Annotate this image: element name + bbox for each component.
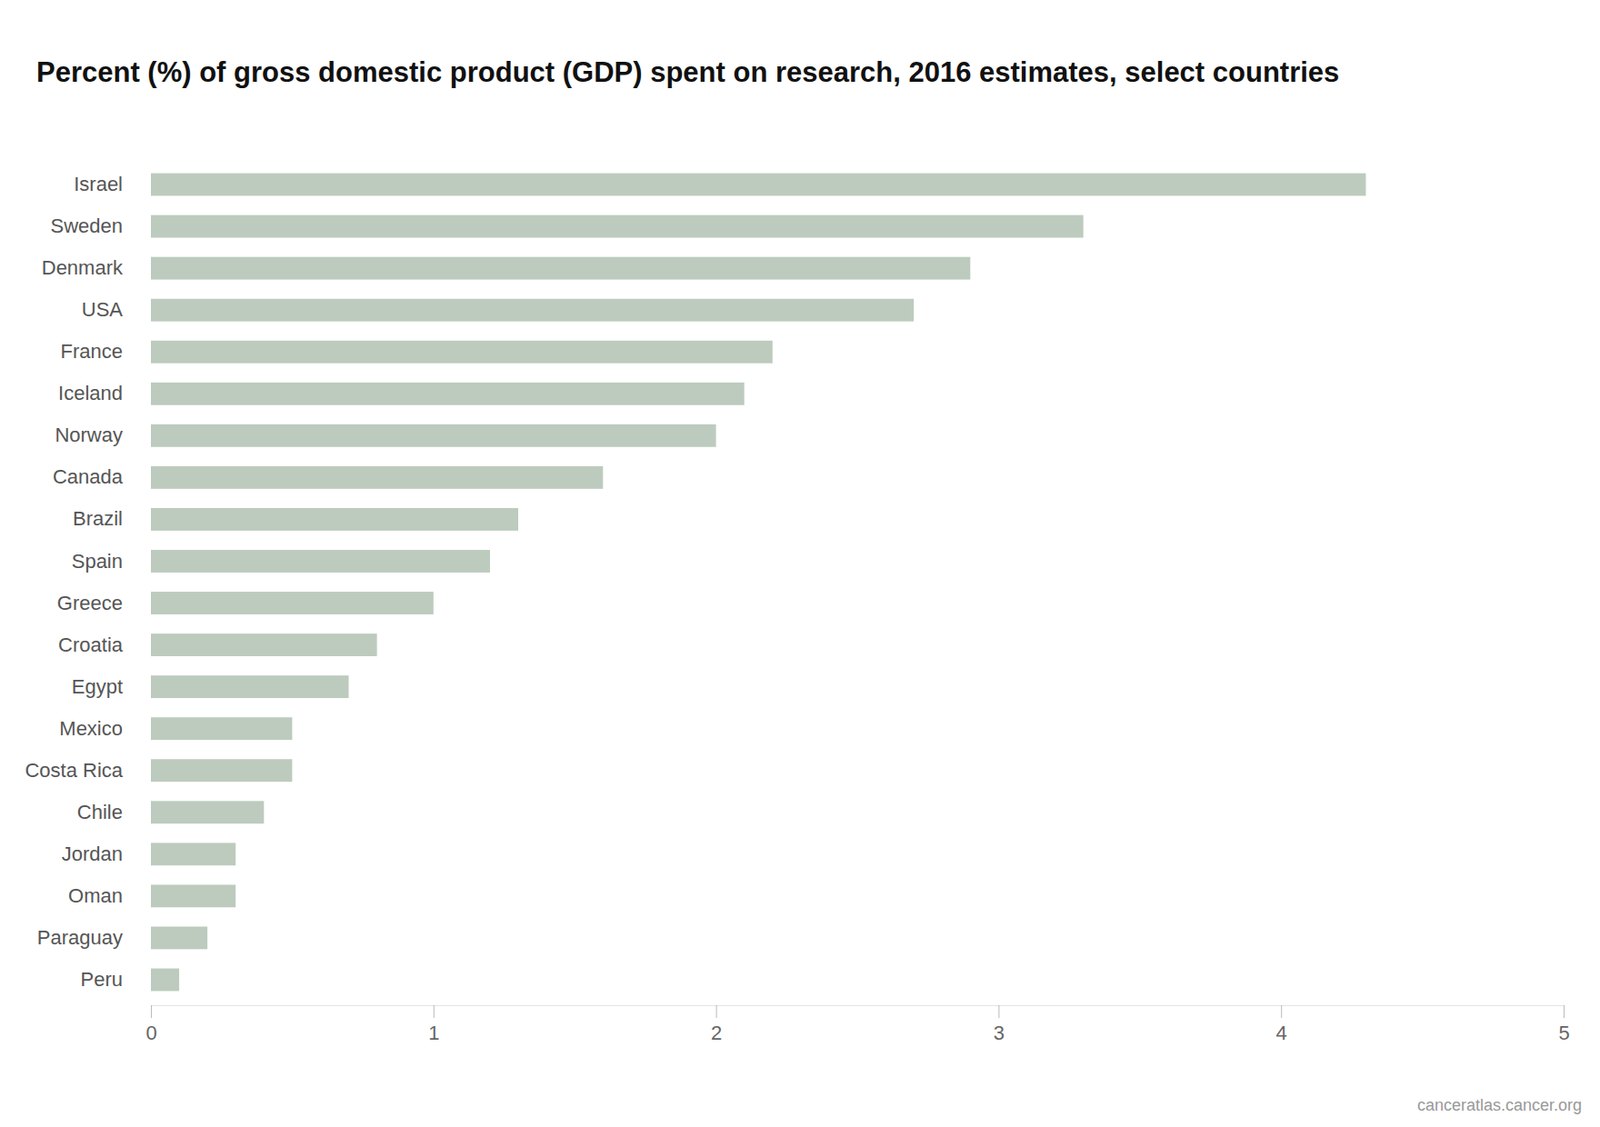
category-label: Mexico xyxy=(59,717,123,740)
tick: USA xyxy=(81,298,124,321)
tick: Norway xyxy=(54,423,123,447)
chart: Percent (%) of gross domestic product (G… xyxy=(0,0,1600,1127)
bar xyxy=(150,759,292,782)
bar xyxy=(150,424,717,448)
category-label: Brazil xyxy=(72,507,123,530)
bar xyxy=(150,591,434,615)
tick: Jordan xyxy=(61,842,123,866)
tick-mark xyxy=(716,1005,718,1019)
tick-label: 2 xyxy=(710,1021,722,1045)
tick: Brazil xyxy=(72,507,123,530)
category-label: Norway xyxy=(54,423,123,447)
tick-mark xyxy=(433,1005,435,1019)
category-label: Sweden xyxy=(50,214,123,238)
tick: Mexico xyxy=(59,717,123,740)
bar xyxy=(150,257,970,280)
y-axis: Israel Sweden Denmark USA France Iceland Norwa… xyxy=(24,172,124,991)
tick: Greece xyxy=(57,591,123,615)
tick: Israel xyxy=(73,172,123,196)
category-label: Jordan xyxy=(61,842,123,866)
tick: Spain xyxy=(71,550,123,573)
tick: 2 xyxy=(710,1005,722,1045)
tick: 1 xyxy=(428,1005,440,1045)
tick: Peru xyxy=(80,968,123,991)
tick-mark xyxy=(1563,1005,1565,1019)
tick-mark xyxy=(1280,1005,1282,1019)
bar xyxy=(150,717,292,740)
tick: Paraguay xyxy=(37,926,123,950)
tick: Oman xyxy=(68,884,123,908)
category-label: Egypt xyxy=(71,675,123,699)
tick: 5 xyxy=(1558,1005,1570,1045)
bar xyxy=(150,173,1366,197)
bar xyxy=(150,884,236,908)
tick: Costa Rica xyxy=(24,759,123,782)
tick: Sweden xyxy=(50,214,123,238)
tick: Chile xyxy=(77,800,123,824)
bar xyxy=(150,926,208,950)
x-axis: 0 1 2 3 4 5 xyxy=(145,1005,1570,1045)
category-label: Chile xyxy=(77,800,123,824)
tick: Canada xyxy=(52,465,124,489)
category-label: Oman xyxy=(68,884,123,908)
bar xyxy=(150,969,180,992)
category-label: Peru xyxy=(80,968,123,991)
category-label: Paraguay xyxy=(37,926,123,950)
tick-mark xyxy=(998,1005,1000,1019)
category-label: Denmark xyxy=(41,256,124,280)
tick: France xyxy=(60,340,123,363)
bar xyxy=(150,633,378,657)
bar xyxy=(150,466,603,490)
title: Percent (%) of gross domestic product (G… xyxy=(36,56,1340,89)
axis-line xyxy=(151,1005,1565,1007)
tick-label: 1 xyxy=(428,1021,440,1045)
tick: 0 xyxy=(145,1005,157,1045)
bar xyxy=(150,215,1084,239)
tick: Egypt xyxy=(71,675,123,699)
bar xyxy=(150,299,914,322)
category-label: Canada xyxy=(52,465,124,489)
bar xyxy=(150,800,264,824)
tick: Denmark xyxy=(41,256,124,280)
category-label: USA xyxy=(81,298,124,321)
category-label: Iceland xyxy=(58,381,123,405)
source: canceratlas.cancer.org xyxy=(1417,1096,1582,1115)
tick-label: 4 xyxy=(1276,1021,1288,1045)
category-label: Spain xyxy=(71,550,123,573)
bar xyxy=(150,842,236,866)
category-label: Costa Rica xyxy=(24,759,123,782)
tick-mark xyxy=(150,1005,152,1019)
tick: Croatia xyxy=(58,633,124,657)
bars xyxy=(150,173,1366,992)
tick-label: 5 xyxy=(1558,1021,1570,1045)
tick: 4 xyxy=(1276,1005,1288,1045)
category-label: Israel xyxy=(73,172,123,196)
bar xyxy=(150,675,350,699)
tick: Iceland xyxy=(58,381,123,405)
category-label: France xyxy=(60,340,123,363)
category-label: Greece xyxy=(57,591,123,615)
bar xyxy=(150,550,490,573)
tick-label: 0 xyxy=(145,1021,157,1045)
category-label: Croatia xyxy=(58,633,124,657)
bar xyxy=(150,382,745,406)
tick-label: 3 xyxy=(993,1021,1005,1045)
bar xyxy=(150,508,519,531)
bar xyxy=(150,340,773,364)
tick: 3 xyxy=(993,1005,1005,1045)
